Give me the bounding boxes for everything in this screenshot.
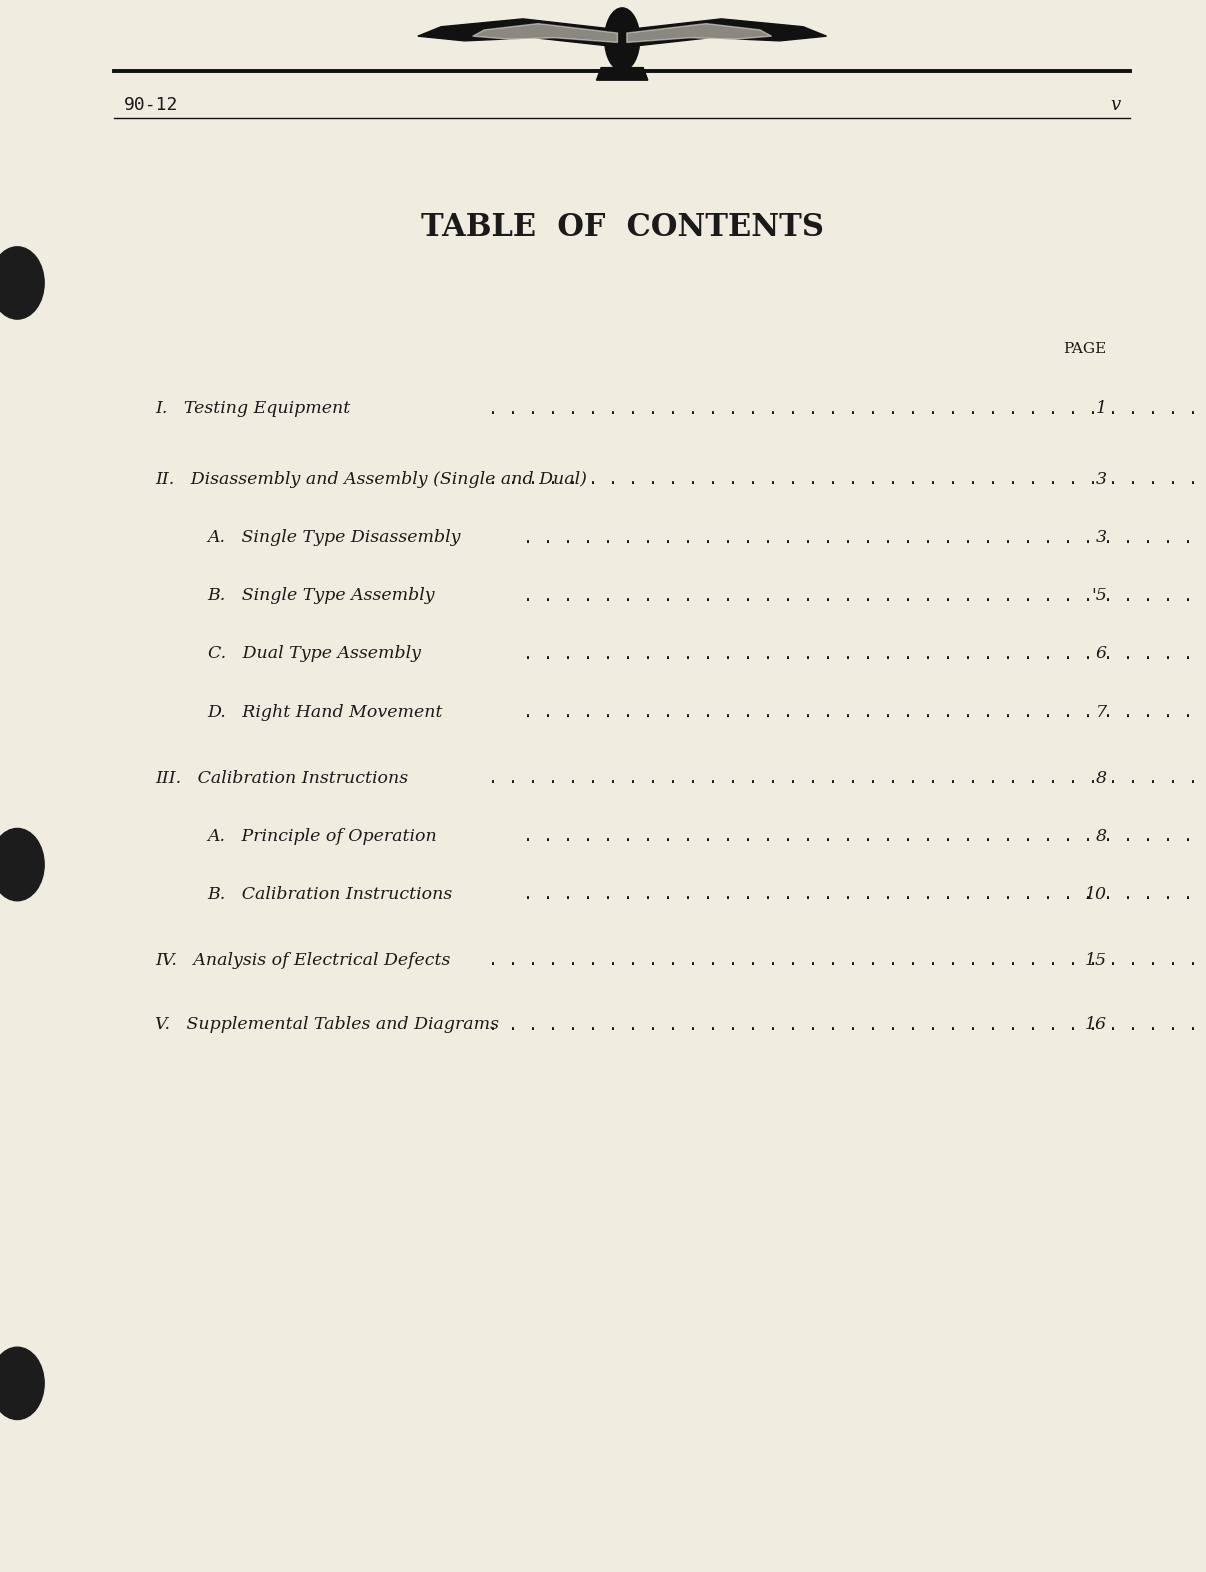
Circle shape (0, 1347, 45, 1420)
Polygon shape (625, 19, 826, 47)
Text: . . . . . . . . . . . . . . . . . . . . . . . . . . . . . . . . . . . . . . . . : . . . . . . . . . . . . . . . . . . . . … (488, 470, 1206, 489)
Text: 15: 15 (1084, 953, 1107, 968)
Polygon shape (417, 19, 620, 47)
Polygon shape (473, 24, 617, 42)
Text: . . . . . . . . . . . . . . . . . . . . . . . . . . . . . . . . . . . . . . . . : . . . . . . . . . . . . . . . . . . . . … (523, 586, 1206, 605)
Text: PAGE: PAGE (1064, 343, 1107, 355)
Text: V.   Supplemental Tables and Diagrams: V. Supplemental Tables and Diagrams (156, 1017, 499, 1033)
Text: 3: 3 (1096, 472, 1107, 487)
Circle shape (0, 828, 45, 901)
Text: . . . . . . . . . . . . . . . . . . . . . . . . . . . . . . . . . . . . . . . . : . . . . . . . . . . . . . . . . . . . . … (488, 399, 1206, 418)
Text: 6: 6 (1096, 646, 1107, 662)
Text: v: v (1111, 96, 1120, 113)
Circle shape (0, 247, 45, 319)
Text: I.   Testing Equipment: I. Testing Equipment (156, 401, 350, 417)
Text: 1: 1 (1096, 401, 1107, 417)
Text: D.   Right Hand Movement: D. Right Hand Movement (207, 704, 443, 720)
Text: . . . . . . . . . . . . . . . . . . . . . . . . . . . . . . . . . . . . . . . . : . . . . . . . . . . . . . . . . . . . . … (488, 769, 1206, 788)
Text: 10: 10 (1084, 887, 1107, 902)
Text: . . . . . . . . . . . . . . . . . . . . . . . . . . . . . . . . . . . . . . . . : . . . . . . . . . . . . . . . . . . . . … (523, 645, 1206, 663)
Text: IV.   Analysis of Electrical Defects: IV. Analysis of Electrical Defects (156, 953, 451, 968)
Polygon shape (597, 68, 648, 80)
Text: . . . . . . . . . . . . . . . . . . . . . . . . . . . . . . . . . . . . . . . . : . . . . . . . . . . . . . . . . . . . . … (488, 951, 1206, 970)
Text: B.   Single Type Assembly: B. Single Type Assembly (207, 588, 435, 604)
Text: 16: 16 (1084, 1017, 1107, 1033)
Text: 8: 8 (1096, 770, 1107, 786)
Text: 3: 3 (1096, 530, 1107, 545)
Text: C.   Dual Type Assembly: C. Dual Type Assembly (207, 646, 421, 662)
Text: '5: '5 (1091, 588, 1107, 604)
Text: . . . . . . . . . . . . . . . . . . . . . . . . . . . . . . . . . . . . . . . . : . . . . . . . . . . . . . . . . . . . . … (523, 528, 1206, 547)
Polygon shape (627, 24, 772, 42)
Text: A.   Principle of Operation: A. Principle of Operation (207, 828, 438, 844)
Text: . . . . . . . . . . . . . . . . . . . . . . . . . . . . . . . . . . . . . . . . : . . . . . . . . . . . . . . . . . . . . … (523, 885, 1206, 904)
Ellipse shape (604, 8, 639, 71)
Text: II.   Disassembly and Assembly (Single and Dual): II. Disassembly and Assembly (Single and… (156, 472, 587, 487)
Text: 90-12: 90-12 (123, 96, 178, 113)
Text: . . . . . . . . . . . . . . . . . . . . . . . . . . . . . . . . . . . . . . . . : . . . . . . . . . . . . . . . . . . . . … (523, 703, 1206, 722)
Text: III.   Calibration Instructions: III. Calibration Instructions (156, 770, 408, 786)
Text: 7: 7 (1096, 704, 1107, 720)
Text: . . . . . . . . . . . . . . . . . . . . . . . . . . . . . . . . . . . . . . . . : . . . . . . . . . . . . . . . . . . . . … (488, 1016, 1206, 1034)
Text: B.   Calibration Instructions: B. Calibration Instructions (207, 887, 453, 902)
Text: A.   Single Type Disassembly: A. Single Type Disassembly (207, 530, 461, 545)
Text: TABLE  OF  CONTENTS: TABLE OF CONTENTS (421, 212, 824, 244)
Text: 8: 8 (1096, 828, 1107, 844)
Text: . . . . . . . . . . . . . . . . . . . . . . . . . . . . . . . . . . . . . . . . : . . . . . . . . . . . . . . . . . . . . … (523, 827, 1206, 846)
